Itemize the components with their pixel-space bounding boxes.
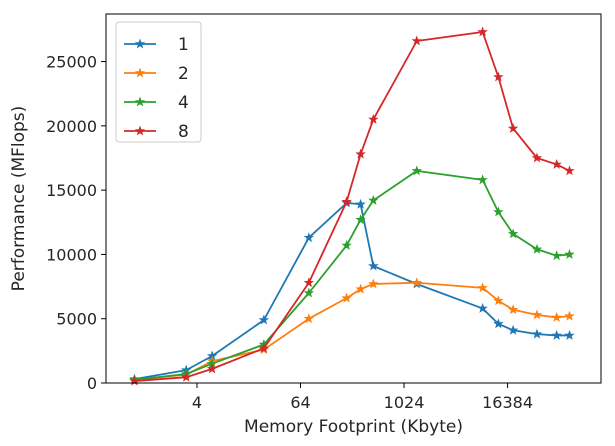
data-point — [411, 35, 422, 46]
legend-marker — [134, 67, 146, 78]
legend-label: 1 — [178, 35, 189, 55]
data-point — [368, 260, 379, 271]
data-point — [507, 304, 519, 315]
data-point — [551, 158, 562, 169]
data-point — [341, 196, 352, 207]
legend-marker — [134, 38, 146, 49]
legend-box — [115, 21, 202, 143]
legend-item-4: 4 — [124, 93, 189, 113]
data-point — [181, 371, 192, 382]
data-point — [531, 243, 543, 254]
x-axis-label: Memory Footprint (Kbyte) — [244, 417, 463, 437]
legend: 1 2 4 8 — [115, 21, 202, 143]
data-point — [206, 363, 218, 374]
data-point — [303, 232, 315, 243]
data-point — [355, 283, 366, 294]
y-tick-label: 0 — [87, 374, 97, 393]
data-point — [303, 313, 315, 324]
data-point — [507, 122, 519, 133]
data-point — [258, 342, 270, 353]
data-point — [531, 152, 543, 163]
data-point — [564, 310, 575, 321]
data-point — [355, 148, 366, 159]
data-point — [531, 328, 543, 339]
data-point — [341, 292, 352, 303]
data-point — [355, 214, 366, 225]
y-tick-label: 10000 — [46, 245, 97, 264]
y-axis: 0 5000 10000 15000 20000 25000 — [46, 53, 106, 393]
data-point — [551, 250, 562, 261]
legend-label: 2 — [178, 64, 189, 84]
data-point — [303, 287, 315, 298]
y-tick-label: 25000 — [46, 53, 97, 72]
data-point — [493, 295, 504, 306]
data-point — [411, 277, 422, 288]
data-point — [477, 302, 488, 313]
data-point — [507, 228, 519, 239]
data-point — [493, 71, 504, 82]
data-point — [411, 165, 422, 176]
y-axis-label: Performance (MFlops) — [9, 106, 29, 292]
legend-label: 8 — [178, 122, 189, 142]
data-point — [493, 206, 504, 217]
plot-border — [105, 13, 602, 384]
data-point — [507, 324, 519, 335]
data-point — [564, 248, 575, 259]
legend-marker — [134, 125, 146, 136]
data-point — [564, 329, 575, 340]
data-point — [368, 194, 379, 205]
x-tick-label: 16384 — [482, 393, 533, 412]
data-point — [355, 198, 366, 209]
data-point — [303, 277, 315, 288]
legend-item-2: 2 — [124, 64, 189, 84]
x-tick-label: 64 — [290, 393, 310, 412]
data-point — [258, 314, 270, 325]
data-point — [477, 26, 488, 37]
y-tick-label: 5000 — [56, 310, 97, 329]
x-tick-label: 4 — [192, 393, 202, 412]
legend-label: 4 — [178, 93, 189, 113]
y-tick-label: 20000 — [46, 117, 97, 136]
data-point — [493, 318, 504, 329]
y-tick-label: 15000 — [46, 181, 97, 200]
data-point — [477, 174, 488, 185]
data-point — [551, 311, 562, 322]
data-point — [341, 239, 352, 250]
data-point — [477, 282, 488, 293]
legend-marker — [134, 96, 146, 107]
data-point — [368, 113, 379, 124]
data-point — [564, 165, 575, 176]
data-point — [551, 329, 562, 340]
data-point — [368, 278, 379, 289]
x-axis: 4 64 1024 16384 — [192, 383, 533, 412]
data-point — [531, 309, 543, 320]
legend-item-8: 8 — [124, 122, 189, 142]
x-tick-label: 1024 — [384, 393, 425, 412]
series-layer — [129, 26, 575, 386]
legend-item-1: 1 — [124, 35, 189, 55]
